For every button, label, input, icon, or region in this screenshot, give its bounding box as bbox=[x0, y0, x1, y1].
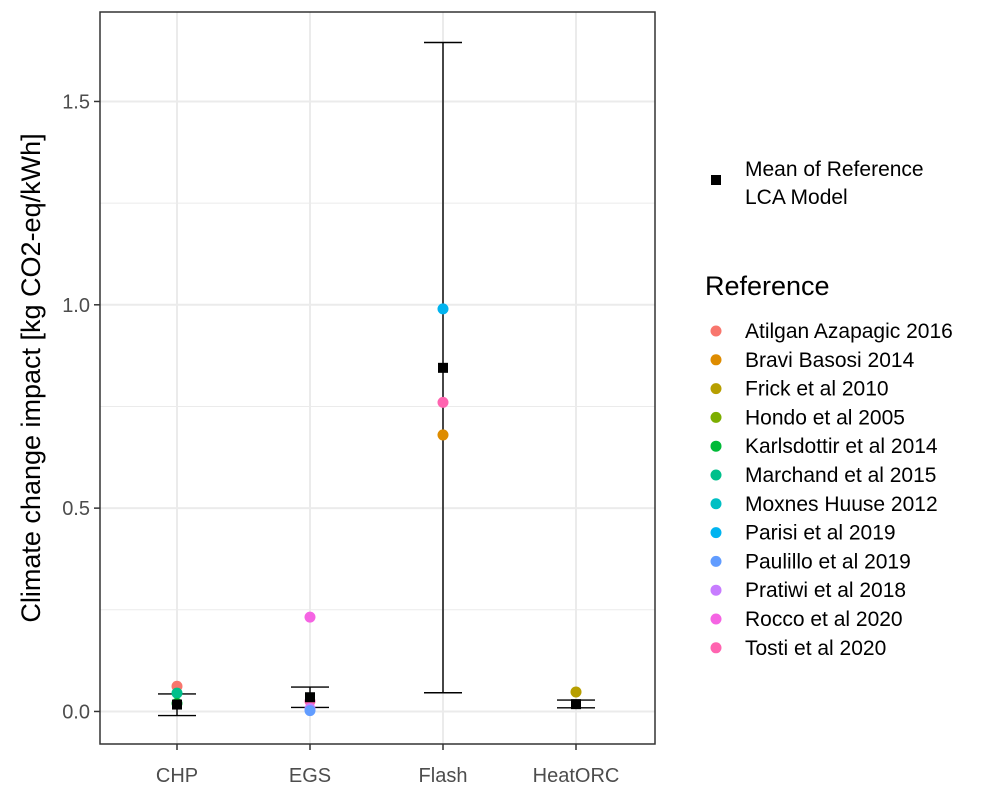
legend-key-dot bbox=[710, 325, 722, 337]
reference-point bbox=[171, 687, 183, 699]
legend-key-dot bbox=[710, 527, 722, 539]
grid-lines bbox=[100, 12, 655, 744]
mean-legend-label: Mean of Reference bbox=[745, 158, 924, 181]
mean-marker bbox=[571, 699, 581, 710]
legend-item-label: Marchand et al 2015 bbox=[745, 464, 936, 487]
legend-key-dot bbox=[710, 354, 722, 366]
mean-legend-label: LCA Model bbox=[745, 186, 848, 209]
legend-item-label: Bravi Basosi 2014 bbox=[745, 349, 915, 372]
reference-point bbox=[570, 686, 582, 698]
x-tick-label: EGS bbox=[289, 765, 331, 785]
panel-border bbox=[99, 11, 656, 745]
y-tick-label: 0.0 bbox=[62, 701, 90, 723]
legend-title: Reference bbox=[705, 271, 830, 301]
reference-point bbox=[437, 303, 449, 315]
legend-key-dot bbox=[710, 383, 722, 395]
legend-item-label: Atilgan Azapagic 2016 bbox=[745, 320, 953, 343]
mean-marker bbox=[305, 692, 315, 703]
reference-point bbox=[304, 705, 316, 717]
legend-key-dot bbox=[710, 555, 722, 567]
mean-legend-key bbox=[711, 175, 721, 185]
x-tick-label: HeatORC bbox=[533, 765, 620, 785]
legend-key-dot bbox=[710, 613, 722, 625]
legend-item-label: Moxnes Huuse 2012 bbox=[745, 493, 938, 516]
legend-key-dot bbox=[710, 584, 722, 596]
reference-point bbox=[437, 429, 449, 441]
y-tick-label: 0.5 bbox=[62, 498, 90, 520]
legend-item-label: Tosti et al 2020 bbox=[745, 637, 886, 660]
legend-item-label: Karlsdottir et al 2014 bbox=[745, 435, 938, 458]
mean-markers bbox=[172, 362, 581, 710]
mean-marker bbox=[438, 362, 448, 373]
reference-legend-items: Atilgan Azapagic 2016 Bravi Basosi 2014 Fr… bbox=[710, 320, 953, 660]
legend: Mean of Reference LCA Model Reference At… bbox=[705, 158, 953, 660]
legend-item-label: Pratiwi et al 2018 bbox=[745, 579, 906, 602]
reference-points bbox=[171, 303, 582, 717]
legend-item-label: Paulillo et al 2019 bbox=[745, 550, 911, 573]
y-axis-title: Climate change impact [kg CO2-eq/kWh] bbox=[16, 133, 46, 622]
y-tick-label: 1.5 bbox=[62, 91, 90, 113]
reference-point bbox=[304, 611, 316, 623]
x-axis-ticks: CHP EGS Flash HeatORC bbox=[156, 744, 619, 785]
y-tick-label: 1.0 bbox=[62, 295, 90, 317]
x-tick-label: Flash bbox=[419, 765, 468, 785]
reference-point bbox=[437, 396, 449, 408]
mean-marker bbox=[172, 699, 182, 710]
legend-key-dot bbox=[710, 440, 722, 452]
legend-key-dot bbox=[710, 498, 722, 510]
legend-item-label: Parisi et al 2019 bbox=[745, 522, 896, 545]
legend-item-label: Frick et al 2010 bbox=[745, 378, 889, 401]
legend-key-dot bbox=[710, 411, 722, 423]
legend-item-label: Rocco et al 2020 bbox=[745, 608, 903, 631]
error-bars bbox=[158, 41, 595, 717]
legend-item-label: Hondo et al 2005 bbox=[745, 406, 905, 429]
y-axis-ticks: 0.0 0.5 1.0 1.5 bbox=[62, 91, 100, 723]
legend-key-dot bbox=[710, 642, 722, 654]
legend-key-dot bbox=[710, 469, 722, 481]
x-tick-label: CHP bbox=[156, 765, 198, 785]
